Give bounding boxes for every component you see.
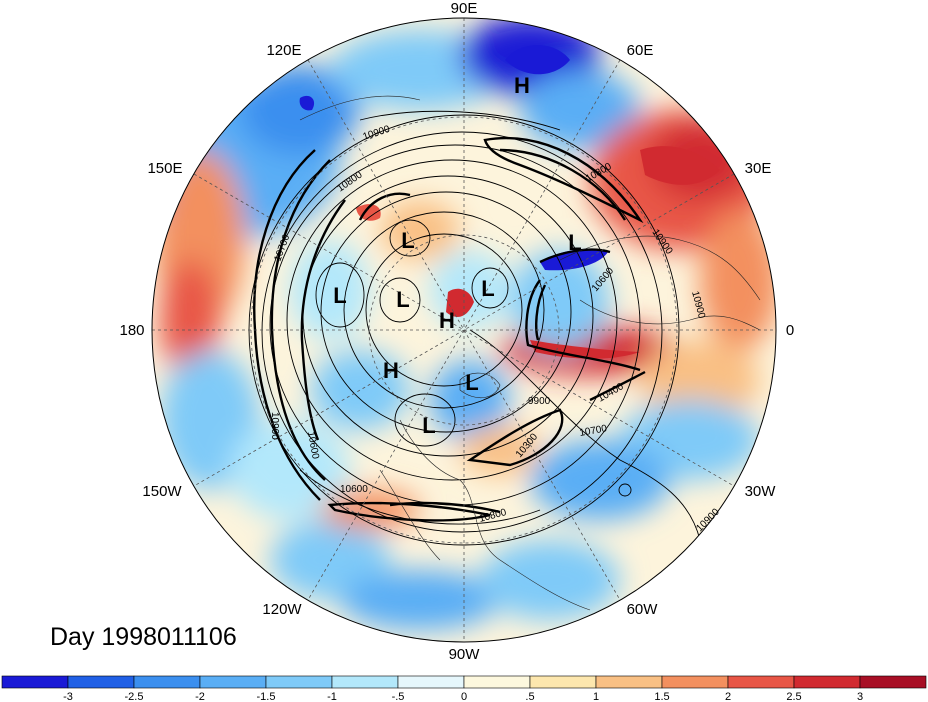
center-mark: L	[333, 283, 346, 308]
center-mark: L	[568, 230, 581, 255]
colorbar-swatch	[793, 675, 861, 689]
colorbar-swatch	[1, 675, 69, 689]
lon-label: 90E	[451, 0, 478, 17]
colorbar-tick-label: -2	[195, 691, 205, 702]
colorbar-swatch	[529, 675, 597, 689]
lon-label: 30E	[745, 160, 772, 177]
colorbar-tick-label: -2.5	[125, 691, 144, 702]
colorbar-swatch	[661, 675, 729, 689]
colorbar-tick-label: -.5	[392, 691, 405, 702]
colorbar-swatch	[331, 675, 399, 689]
colorbar-swatch	[463, 675, 531, 689]
day-label: Day 1998011106	[50, 623, 237, 651]
lon-label: 90W	[449, 646, 481, 663]
center-mark: H	[383, 358, 399, 383]
colorbar-swatch	[595, 675, 663, 689]
center-mark: H	[514, 73, 530, 98]
center-mark: L	[401, 228, 414, 253]
colorbar-tick-label: 2.5	[786, 691, 801, 702]
lon-label: 150E	[147, 160, 182, 177]
graticule	[152, 18, 776, 642]
colorbar-tick-label: 1.5	[654, 691, 669, 702]
lon-label: 120W	[262, 601, 302, 618]
lon-label: 180	[119, 322, 144, 339]
colorbar-tick-label: -1	[327, 691, 337, 702]
colorbar-swatch	[727, 675, 795, 689]
lon-label: 30W	[745, 483, 777, 500]
height-contours	[248, 110, 701, 546]
colorbar-tick-label: -1.5	[257, 691, 276, 702]
center-mark: H	[439, 308, 455, 333]
colorbar-swatch	[199, 675, 267, 689]
colorbar: -3 -2.5 -2 -1.5 -1 -.5 0 .5 1 1.5 2 2.5 3	[1, 675, 927, 702]
pressure-centers: H L L L L L H H L L	[333, 73, 581, 438]
colorbar-tick-label: 0	[461, 691, 467, 702]
lon-label: 120E	[266, 42, 301, 59]
lon-label: 150W	[142, 483, 182, 500]
colorbar-tick-label: .5	[525, 691, 534, 702]
lon-label: 0	[786, 322, 794, 339]
lon-label: 60E	[627, 42, 654, 59]
longitude-labels: 90E 60E 30E 0 30W 60W 90W 120W 150W 180 …	[119, 0, 794, 663]
contour-label: 10600	[340, 484, 368, 495]
center-mark: L	[422, 413, 435, 438]
colorbar-tick-label: 3	[857, 691, 863, 702]
contour-label: 10900	[269, 412, 280, 440]
coastlines	[299, 95, 761, 611]
contour-label: 10600	[305, 431, 321, 461]
colorbar-tick-label: -3	[63, 691, 73, 702]
colorbar-swatch	[133, 675, 201, 689]
colorbar-tick-label: 2	[725, 691, 731, 702]
contour-label: 9900	[528, 396, 551, 407]
colorbar-swatch	[859, 675, 927, 689]
colorbar-swatch	[397, 675, 465, 689]
center-mark: L	[396, 287, 409, 312]
lon-label: 60W	[627, 601, 659, 618]
colorbar-tick-label: 1	[593, 691, 599, 702]
center-mark: L	[481, 276, 494, 301]
colorbar-swatch	[265, 675, 333, 689]
contour-label: 10700	[579, 423, 609, 439]
colorbar-swatch	[67, 675, 135, 689]
center-mark: L	[465, 370, 478, 395]
map-boundary	[151, 17, 777, 643]
